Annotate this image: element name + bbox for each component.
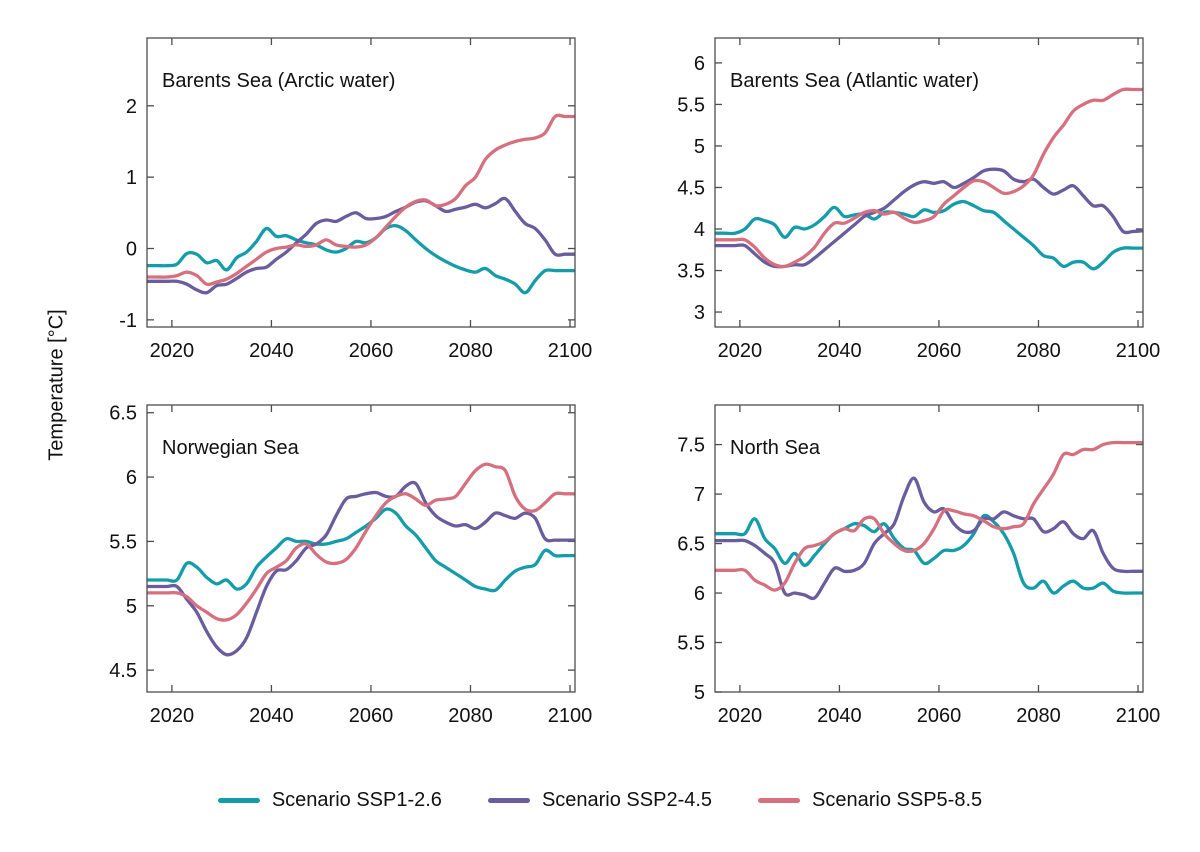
x-tick-label: 2080 [1016, 705, 1061, 727]
y-tick-label: 5.5 [677, 633, 705, 655]
series-line-ssp245 [147, 196, 575, 295]
ssp585-line-swatch [758, 798, 801, 803]
panel-title: North Sea [730, 437, 821, 459]
x-tick-label: 2100 [1116, 340, 1161, 362]
legend-item-ssp245: Scenario SSP2-4.5 [487, 789, 713, 812]
y-tick-label: 4 [694, 219, 705, 241]
panel-1: 2020 2040 2060 2080 2100 3 3.5 4 4.5 5 5.5 6 Barents… [677, 37, 1161, 362]
axes-frame [146, 404, 576, 693]
axes-frame [714, 37, 1144, 328]
x-tick-label: 2060 [349, 705, 394, 727]
y-tick-label: -1 [119, 310, 137, 332]
x-tick-label: 2020 [718, 340, 763, 362]
x-tick-label: 2060 [917, 340, 962, 362]
legend: Scenario SSP1-2.6 Scenario SSP2-4.5 Scen… [0, 789, 1200, 812]
series-line-ssp245 [714, 476, 1143, 601]
series-line-ssp585 [146, 462, 575, 622]
panel-title: Barents Sea (Atlantic water) [730, 70, 979, 92]
ssp126-line-swatch [217, 798, 260, 803]
y-tick-label: 5.5 [109, 531, 137, 553]
panel-title: Norwegian Sea [162, 437, 300, 459]
x-tick-label: 2040 [817, 705, 862, 727]
x-tick-label: 2060 [917, 705, 962, 727]
x-tick-label: 2080 [448, 705, 493, 727]
series-line-ssp245 [147, 480, 575, 657]
y-tick-label: 6.5 [677, 534, 705, 556]
y-tick-label: 4.5 [109, 660, 137, 682]
y-tick-label: 5.5 [677, 94, 705, 116]
y-tick-label: 2 [126, 96, 137, 118]
y-tick-label: 6 [126, 467, 137, 489]
x-tick-label: 2020 [150, 705, 195, 727]
y-tick-label: 6 [694, 583, 705, 605]
series-line-ssp585 [715, 440, 1143, 592]
legend-label-ssp245: Scenario SSP2-4.5 [541, 789, 713, 811]
series-line-ssp585 [147, 113, 575, 287]
y-tick-label: 6.5 [109, 403, 137, 425]
x-tick-label: 2100 [548, 340, 593, 362]
x-tick-label: 2020 [718, 705, 763, 727]
y-tick-label: 7 [694, 484, 705, 506]
y-tick-label: 5 [126, 596, 137, 618]
panel-2: 2020 2040 2060 2080 2100 4.5 5 5.5 6 6.5 Norwegian… [109, 403, 592, 727]
panel-3: 2020 2040 2060 2080 2100 5 5.5 6 6.5 7 7.5 North Se… [677, 404, 1161, 727]
y-tick-label: 7.5 [677, 435, 705, 457]
legend-label-ssp585: Scenario SSP5-8.5 [812, 789, 983, 811]
y-tick-label: 5 [694, 136, 705, 158]
y-tick-label: 0 [126, 239, 137, 261]
x-tick-label: 2020 [150, 340, 195, 362]
series-line-ssp126 [147, 507, 575, 593]
y-tick-label: 3.5 [677, 261, 705, 283]
axes-frame [146, 37, 576, 328]
panel-title: Barents Sea (Arctic water) [162, 70, 395, 92]
series-line-ssp126 [147, 223, 575, 295]
legend-item-ssp585: Scenario SSP5-8.5 [758, 789, 982, 812]
x-tick-label: 2080 [448, 340, 493, 362]
x-tick-label: 2060 [349, 340, 394, 362]
y-tick-label: 1 [126, 167, 137, 189]
series-line-ssp126 [715, 513, 1143, 595]
x-tick-label: 2040 [817, 340, 862, 362]
x-tick-label: 2100 [548, 705, 593, 727]
axes-frame [714, 404, 1144, 693]
legend-label-ssp126: Scenario SSP1-2.6 [271, 789, 442, 811]
x-tick-label: 2040 [249, 340, 294, 362]
y-tick-label: 4.5 [677, 177, 705, 199]
x-tick-label: 2080 [1016, 340, 1061, 362]
legend-item-ssp126: Scenario SSP1-2.6 [217, 789, 442, 812]
x-tick-label: 2040 [249, 705, 294, 727]
x-tick-label: 2100 [1116, 705, 1161, 727]
ssp245-line-swatch [487, 798, 530, 803]
y-tick-label: 5 [694, 682, 705, 704]
series-line-ssp126 [714, 199, 1143, 271]
y-tick-label: 3 [694, 302, 705, 324]
series-line-ssp585 [715, 87, 1143, 269]
panel-0: 2020 2040 2060 2080 2100 -1 0 1 2 Barents Sea (Ar… [119, 37, 593, 362]
y-tick-label: 6 [694, 53, 705, 75]
